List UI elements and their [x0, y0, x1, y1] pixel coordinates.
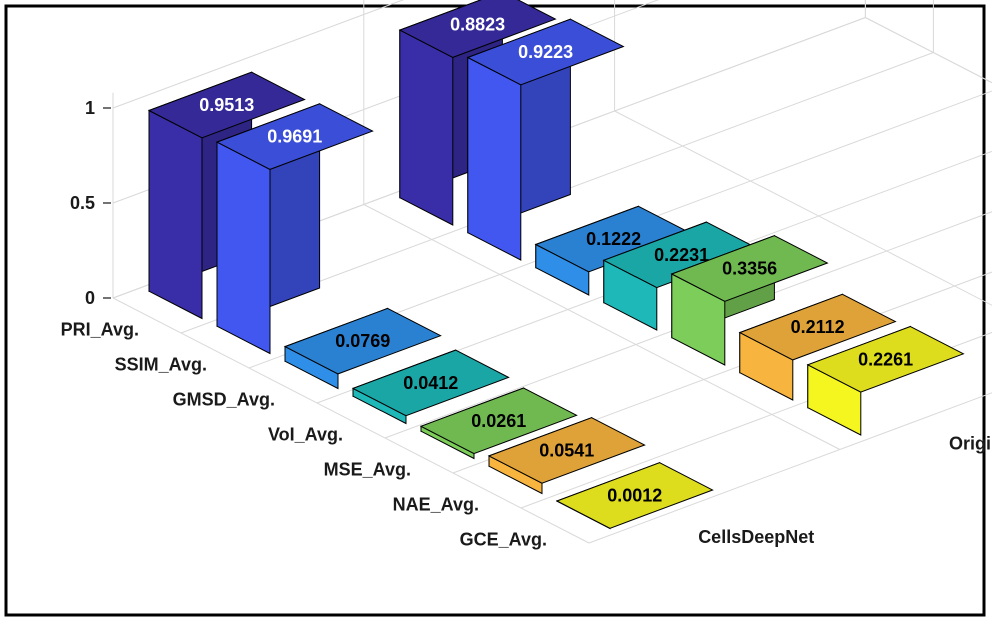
bar-front-face — [399, 29, 454, 226]
bar-CellsDeepNet-MSE_Avg.: 0.0261 — [419, 387, 578, 460]
wall-grid-line — [112, 16, 992, 299]
z-tick-label: 0 — [85, 288, 95, 308]
floor-grid-line — [112, 297, 590, 544]
bar-CellsDeepNet-VoI_Avg.: 0.0412 — [351, 349, 510, 425]
bars: 0.8823 0.9223 0.1222 0.2231 0.3356 0.2112 0.22… — [147, 0, 965, 530]
bar-top-face — [555, 462, 714, 529]
wall-grid-line — [112, 0, 659, 204]
bar-top-face — [283, 307, 442, 375]
bar-CellsDeepNet-NAE_Avg.: 0.0541 — [487, 416, 646, 495]
floor-grid-line — [363, 204, 841, 450]
category-label: PRI_Avg. — [61, 320, 139, 340]
bar-CellsDeepNet-GMSD_Avg.: 0.0769 — [283, 307, 442, 390]
bar-top-face — [398, 0, 557, 58]
category-label: GCE_Avg. — [460, 530, 547, 550]
category-label: NAE_Avg. — [393, 495, 479, 515]
labels: 0 0.5 1 PRI_Avg. SSIM_Avg. GMSD_Avg. VoI_Avg. M… — [61, 98, 992, 550]
value-label: 0.9513 — [199, 95, 254, 115]
bar-front-face — [148, 109, 203, 320]
category-label: GMSD_Avg. — [173, 390, 275, 410]
bar-top-face — [806, 325, 965, 393]
bar-top-face — [147, 71, 306, 139]
bar-CellsDeepNet-SSIM_Avg.: 0.9691 — [215, 103, 374, 355]
z-tick-label: 1 — [85, 98, 95, 118]
bar-front-face — [216, 141, 271, 355]
bar-Original_Unet-GMSD_Avg.: 0.1222 — [534, 205, 693, 296]
value-label: 0.2112 — [791, 317, 845, 337]
bar-top-face — [487, 417, 646, 484]
floor-grid-line — [614, 110, 992, 306]
bar-top-face — [419, 387, 578, 455]
value-label: 0.1222 — [586, 229, 641, 249]
value-label: 0.8823 — [450, 15, 505, 35]
value-label: 0.9691 — [267, 127, 322, 147]
series-label: Original_Unet — [949, 434, 992, 454]
z-tick-label: 0.5 — [70, 193, 95, 213]
bar-top-face — [466, 18, 625, 86]
wall-grid-line — [112, 0, 405, 109]
series-label: CellsDeepNet — [698, 527, 814, 547]
bar-top-face — [351, 349, 510, 417]
value-label: 0.9223 — [518, 42, 573, 62]
category-label: MSE_Avg. — [324, 460, 411, 480]
bar-top-face — [670, 235, 829, 302]
category-label: SSIM_Avg. — [115, 355, 207, 375]
floor-grid-line — [588, 392, 992, 544]
value-label: 0.0261 — [471, 411, 526, 431]
bar-CellsDeepNet-GCE_Avg.: 0.0012 — [555, 461, 714, 530]
value-label: 0.0412 — [403, 373, 458, 393]
bar-top-face — [738, 293, 897, 361]
bar-front-face — [467, 56, 522, 261]
value-label: 0.3356 — [722, 258, 777, 278]
value-label: 0.2261 — [858, 349, 913, 369]
value-label: 0.0012 — [607, 486, 662, 506]
value-label: 0.0541 — [539, 440, 594, 460]
category-label: VoI_Avg. — [268, 425, 343, 445]
bar-Original_Unet-SSIM_Avg.: 0.9223 — [466, 18, 625, 261]
bar-Original_Unet-PRI_Avg.: 0.8823 — [398, 0, 557, 226]
bar-top-face — [215, 103, 374, 170]
bar-Original_Unet-NAE_Avg.: 0.2112 — [738, 293, 897, 401]
value-label: 0.0769 — [335, 331, 390, 351]
bar-Original_Unet-GCE_Avg.: 0.2261 — [806, 325, 965, 436]
value-label: 0.2231 — [654, 245, 709, 265]
bar-Original_Unet-MSE_Avg.: 0.3356 — [670, 234, 829, 366]
